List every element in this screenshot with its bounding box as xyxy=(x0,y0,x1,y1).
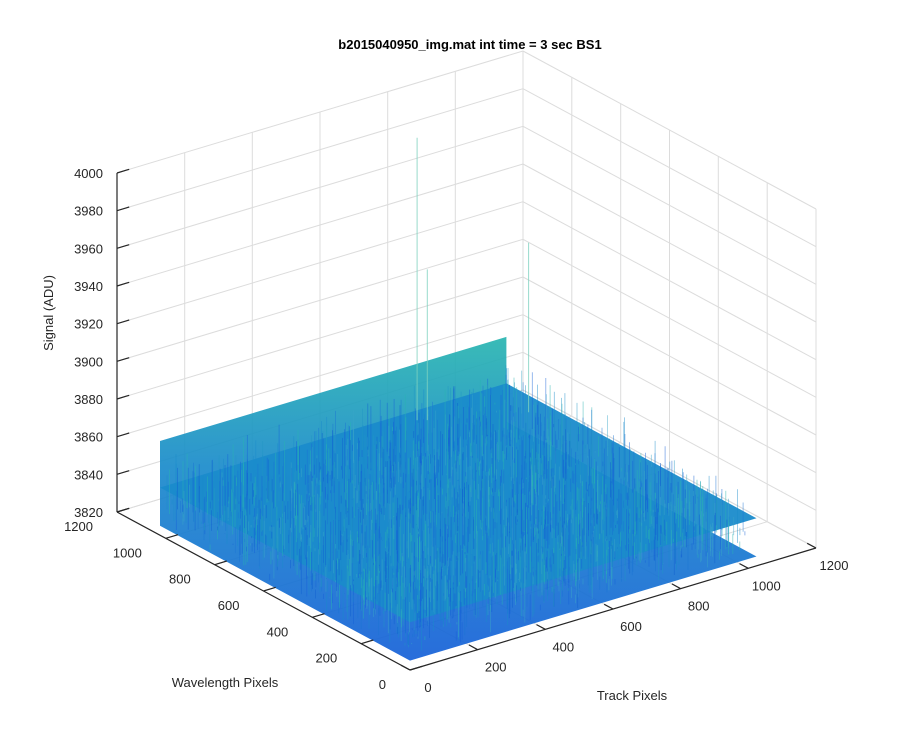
y-tick-label: 0 xyxy=(379,677,386,692)
x-tick-label: 1200 xyxy=(820,558,849,573)
grid-line-wall-z2 xyxy=(522,314,817,474)
y-tick-label: 1000 xyxy=(113,545,142,560)
surface-noise xyxy=(166,365,746,651)
grid-line-wall-z xyxy=(116,276,524,400)
grid-line-wall-z xyxy=(116,50,524,174)
z-tick-mark xyxy=(116,168,130,174)
x-tick-label: 1000 xyxy=(752,578,781,593)
grid-line-wall-z xyxy=(116,201,524,325)
y-tick-mark xyxy=(312,613,325,618)
z-tick-mark xyxy=(116,357,130,362)
grid-line-wall-z2 xyxy=(522,125,817,285)
chart-title: b2015040950_img.mat int time = 3 sec BS1 xyxy=(338,37,601,52)
y-tick-mark xyxy=(214,560,227,566)
x-tick-label: 200 xyxy=(485,660,507,675)
z-tick-label: 4000 xyxy=(74,166,103,181)
y-tick-label: 800 xyxy=(169,572,191,587)
z-tick-mark xyxy=(116,244,130,249)
x-tick-mark xyxy=(400,664,411,671)
grid-line-wall-z2 xyxy=(522,50,817,210)
y-tick-mark xyxy=(409,665,423,671)
x-tick-label: 0 xyxy=(424,680,431,695)
x-tick-mark xyxy=(671,583,681,590)
y-tick-label: 400 xyxy=(267,624,289,639)
z-tick-mark xyxy=(116,281,130,287)
grid-line-wall-z2 xyxy=(522,238,817,398)
grid-line-wall-z xyxy=(116,238,524,362)
y-tick-mark xyxy=(361,639,374,645)
z-tick-label: 3860 xyxy=(74,430,103,445)
z-tick-mark xyxy=(116,394,130,400)
y-tick-label: 600 xyxy=(218,598,240,613)
z-tick-label: 3880 xyxy=(74,392,103,407)
y-axis-label: Wavelength Pixels xyxy=(172,675,279,690)
grid-line-wall-z xyxy=(116,163,524,287)
x-tick-mark xyxy=(739,563,749,569)
x-tick-mark xyxy=(468,644,478,651)
z-tick-mark xyxy=(116,470,130,475)
z-tick-label: 3900 xyxy=(74,354,103,369)
y-tick-label: 1200 xyxy=(64,519,93,534)
x-axis-label: Track Pixels xyxy=(597,688,668,703)
x-tick-mark xyxy=(806,542,817,549)
x-tick-mark xyxy=(603,603,614,610)
grid-line-wall-z2 xyxy=(522,88,817,248)
z-tick-label: 3820 xyxy=(74,505,103,520)
z-axis-label: Signal (ADU) xyxy=(41,275,56,351)
grid-line-wall-z2 xyxy=(522,276,817,436)
grid-line-wall-z2 xyxy=(522,201,817,361)
z-tick-label: 3940 xyxy=(74,279,103,294)
x-tick-label: 800 xyxy=(688,599,710,614)
label-layer: b2015040950_img.mat int time = 3 sec BS1… xyxy=(41,37,668,703)
z-tick-mark xyxy=(116,206,130,212)
z-tick-mark xyxy=(116,319,130,325)
y-tick-label: 200 xyxy=(315,651,337,666)
grid-line-wall-z xyxy=(116,314,524,438)
grid-line-wall-z2 xyxy=(522,351,817,511)
z-tick-label: 3840 xyxy=(74,467,103,482)
z-tick-label: 3980 xyxy=(74,204,103,219)
y-tick-mark xyxy=(165,534,179,539)
z-tick-label: 3960 xyxy=(74,241,103,256)
x-tick-label: 400 xyxy=(552,639,574,654)
z-tick-mark xyxy=(116,432,130,438)
grid-line-wall-z2 xyxy=(522,163,817,323)
x-tick-mark xyxy=(536,624,546,630)
z-tick-label: 3920 xyxy=(74,317,103,332)
grid-line-wall-z xyxy=(116,88,524,212)
grid-line-wall-z xyxy=(116,125,524,249)
y-tick-mark xyxy=(263,586,276,592)
axis-layer: 0 200 400 600 800 1000 1200 0 200 400 600 800 1000 12… xyxy=(64,166,848,695)
z-tick-mark xyxy=(116,507,130,513)
x-tick-label: 600 xyxy=(620,619,642,634)
surface-layer xyxy=(160,137,757,661)
